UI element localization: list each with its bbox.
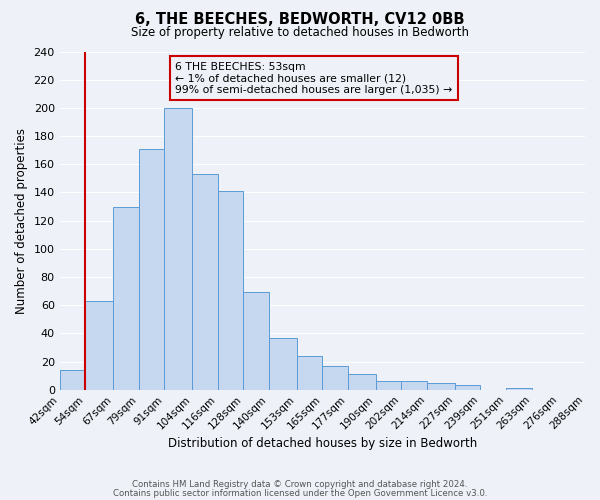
Y-axis label: Number of detached properties: Number of detached properties <box>15 128 28 314</box>
Bar <box>401 382 427 390</box>
Text: Contains HM Land Registry data © Crown copyright and database right 2024.: Contains HM Land Registry data © Crown c… <box>132 480 468 489</box>
Text: 6, THE BEECHES, BEDWORTH, CV12 0BB: 6, THE BEECHES, BEDWORTH, CV12 0BB <box>135 12 465 28</box>
Text: Contains public sector information licensed under the Open Government Licence v3: Contains public sector information licen… <box>113 489 487 498</box>
Bar <box>455 386 481 390</box>
Bar <box>297 356 322 390</box>
Bar <box>376 382 401 390</box>
Text: 6 THE BEECHES: 53sqm
← 1% of detached houses are smaller (12)
99% of semi-detach: 6 THE BEECHES: 53sqm ← 1% of detached ho… <box>175 62 452 95</box>
Bar <box>59 370 85 390</box>
Bar <box>269 338 297 390</box>
Bar <box>85 301 113 390</box>
Bar <box>427 382 455 390</box>
Bar <box>506 388 532 390</box>
Bar <box>218 191 244 390</box>
Text: Size of property relative to detached houses in Bedworth: Size of property relative to detached ho… <box>131 26 469 39</box>
Bar <box>244 292 269 390</box>
Bar <box>192 174 218 390</box>
X-axis label: Distribution of detached houses by size in Bedworth: Distribution of detached houses by size … <box>168 437 477 450</box>
Bar <box>164 108 192 390</box>
Bar <box>113 206 139 390</box>
Bar <box>348 374 376 390</box>
Bar <box>139 148 164 390</box>
Bar <box>322 366 348 390</box>
